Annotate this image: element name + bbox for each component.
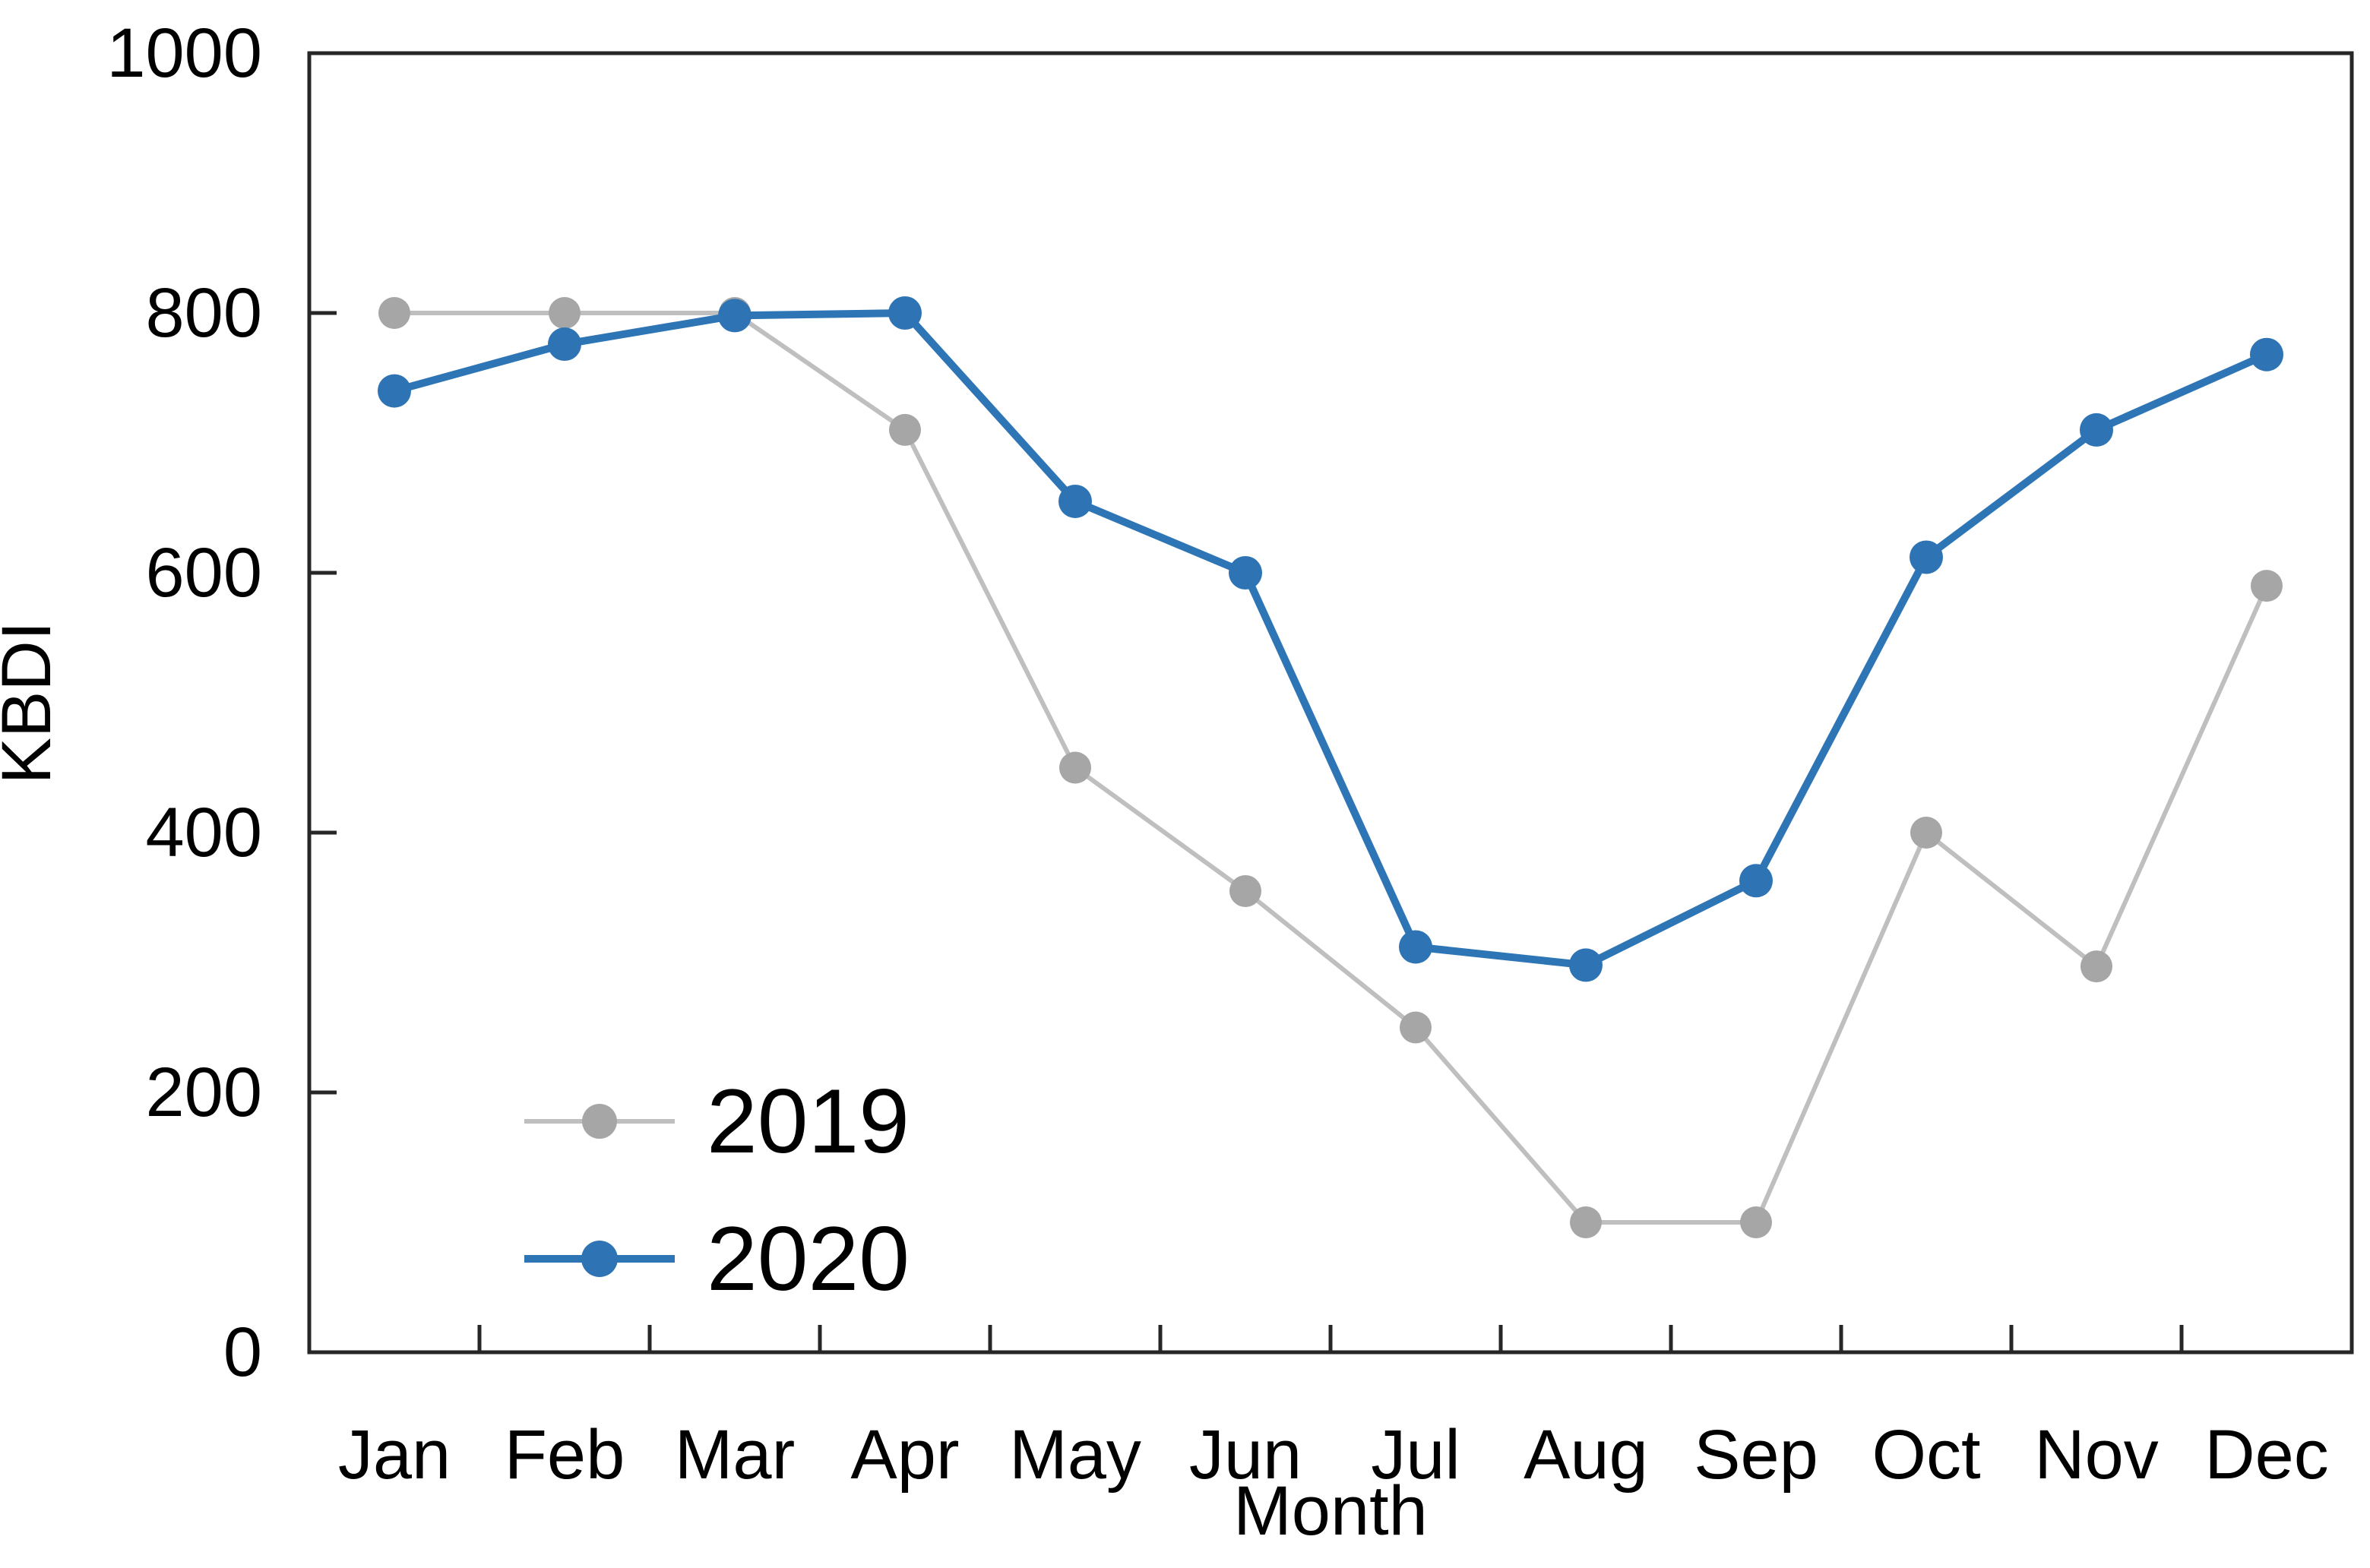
data-point-2020-Aug <box>1569 948 1603 982</box>
legend-marker-2020 <box>581 1241 618 1277</box>
x-axis-tick-label: May <box>1009 1416 1141 1494</box>
y-axis-tick-label: 600 <box>146 534 263 612</box>
x-axis-tick-label: Jul <box>1371 1416 1460 1494</box>
data-point-2020-Feb <box>548 327 581 362</box>
data-point-2019-Dec <box>2251 570 2283 602</box>
data-point-2020-Jan <box>378 374 411 408</box>
x-axis-title: Month <box>1233 1472 1428 1550</box>
data-point-2020-Jun <box>1229 556 1262 590</box>
data-point-2019-Oct <box>1910 817 1942 849</box>
x-axis-tick-label: Mar <box>675 1416 795 1494</box>
legend-label-2020: 2020 <box>707 1208 910 1310</box>
data-point-2020-Apr <box>888 296 922 330</box>
data-point-2019-Jan <box>378 297 410 329</box>
data-point-2020-Jul <box>1399 930 1432 964</box>
legend-label-2019: 2019 <box>707 1070 910 1172</box>
data-point-2019-Apr <box>889 413 921 446</box>
y-axis-title: KBDI <box>0 621 65 785</box>
data-point-2019-Aug <box>1570 1206 1602 1238</box>
plot-frame <box>307 51 2354 1355</box>
data-point-2020-Dec <box>2250 337 2283 371</box>
legend: 2019 2020 <box>524 1070 910 1310</box>
y-axis-tick-label: 200 <box>146 1054 263 1131</box>
x-axis-tick-label: Aug <box>1524 1416 1648 1494</box>
y-axis-tick-label: 800 <box>146 274 263 352</box>
plot-area: 0 200 400 600 800 1000 Jan Feb Mar Apr May Jun Jul Au… <box>106 14 2354 1494</box>
x-axis-tick-label: Nov <box>2034 1416 2159 1494</box>
y-axis-tick-label: 1000 <box>106 14 262 92</box>
legend-marker-2019 <box>582 1104 617 1139</box>
data-point-2020-Sep <box>1739 864 1773 898</box>
x-axis-tick-label: Jun <box>1189 1416 1302 1494</box>
legend-item-2020: 2020 <box>524 1208 910 1310</box>
x-axis-tick-label: Feb <box>505 1416 625 1494</box>
legend-item-2019: 2019 <box>524 1070 910 1172</box>
data-point-2020-May <box>1058 484 1092 518</box>
data-point-2019-May <box>1059 751 1091 784</box>
x-axis-tick-label: Jan <box>338 1416 451 1494</box>
data-point-2019-Nov <box>2080 950 2112 983</box>
x-axis-tick-label: Oct <box>1872 1416 1980 1494</box>
data-point-2020-Mar <box>718 299 752 333</box>
data-point-2019-Jun <box>1229 874 1261 907</box>
series-line-2019 <box>394 311 2269 1225</box>
x-axis-tick-label: Dec <box>2204 1416 2329 1494</box>
series-line-2020 <box>393 309 2269 969</box>
data-point-2019-Feb <box>549 297 581 329</box>
y-axis-tick-label: 0 <box>223 1314 262 1391</box>
data-point-2020-Oct <box>1910 540 1943 574</box>
x-axis-tick-label: Apr <box>850 1416 959 1494</box>
y-axis-tick-label: 400 <box>146 794 263 871</box>
x-axis-tick-label: Sep <box>1694 1416 1818 1494</box>
data-point-2019-Sep <box>1740 1206 1772 1238</box>
data-point-2019-Jul <box>1400 1011 1432 1044</box>
data-point-2020-Nov <box>2080 413 2113 447</box>
